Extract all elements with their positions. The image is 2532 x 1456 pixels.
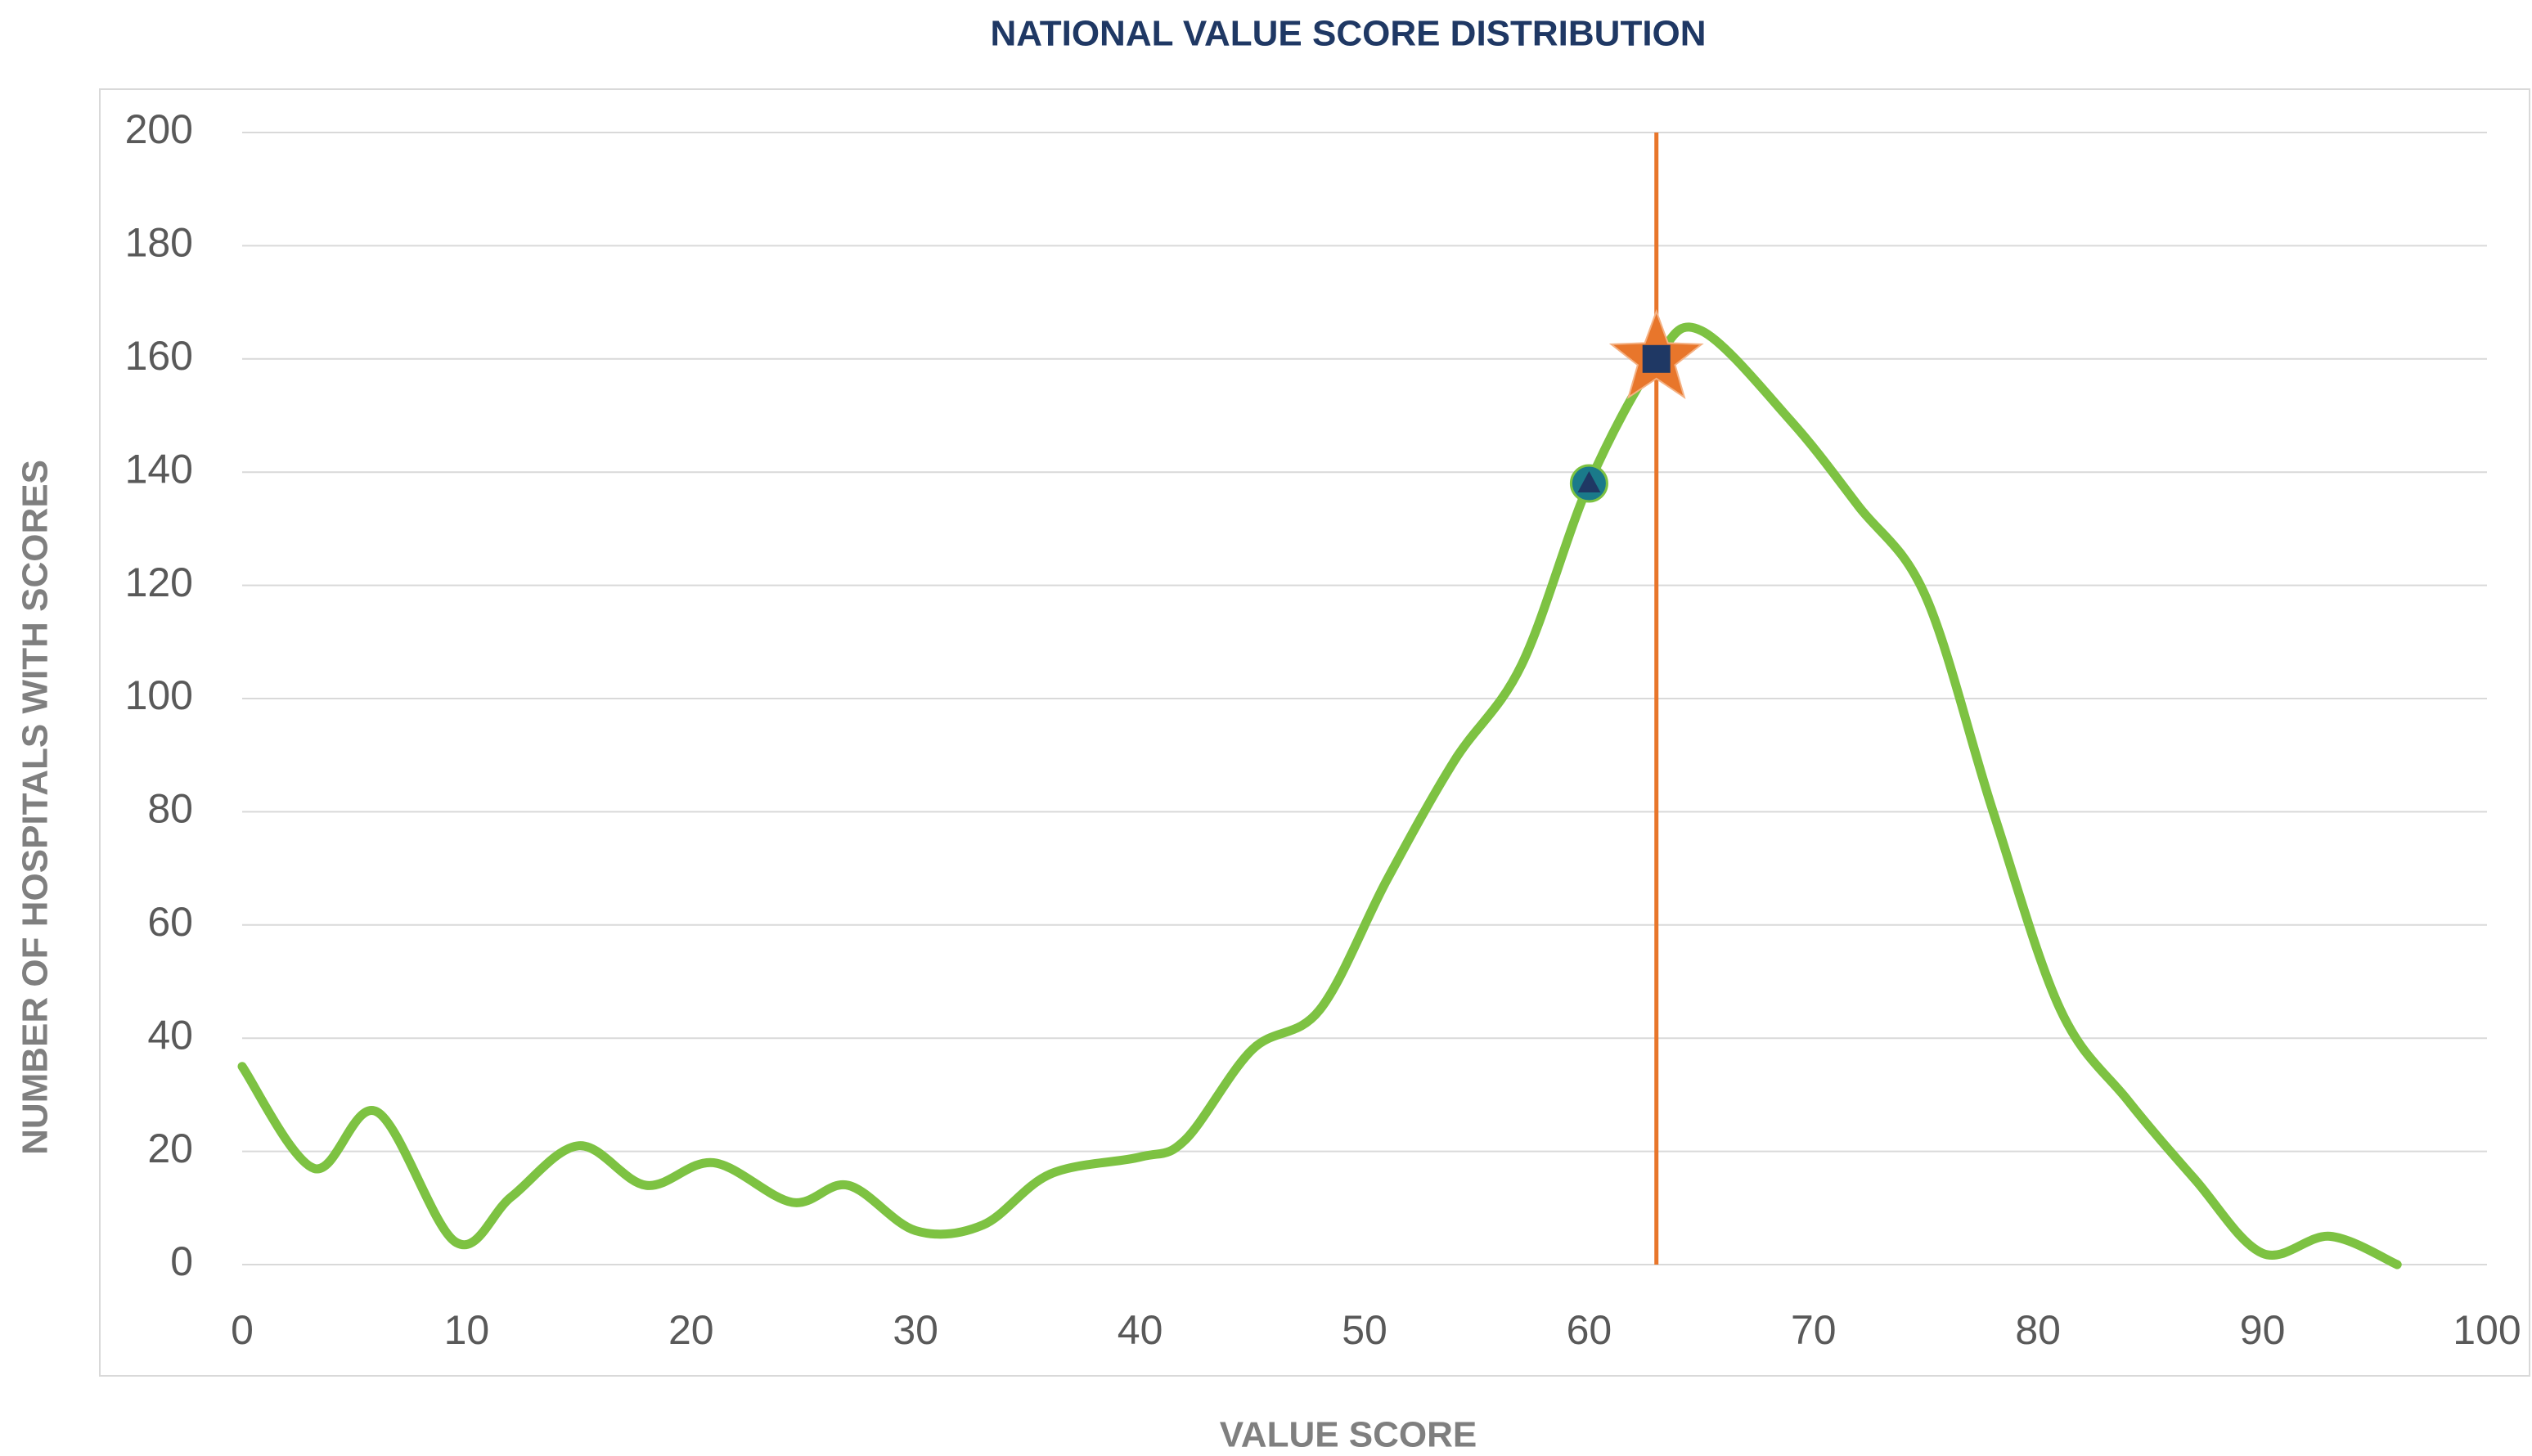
y-tick-label: 60 <box>147 899 193 945</box>
x-tick-label: 90 <box>2240 1307 2286 1353</box>
y-tick-label: 140 <box>125 446 193 492</box>
y-tick-label: 100 <box>125 672 193 718</box>
y-tick-label: 20 <box>147 1126 193 1171</box>
y-axis-label: NUMBER OF HOSPITALS WITH SCORES <box>16 460 56 1155</box>
y-tick-label: 200 <box>125 106 193 152</box>
x-axis-label: VALUE SCORE <box>1220 1415 1477 1455</box>
x-tick-label: 40 <box>1118 1307 1163 1353</box>
y-tick-label: 120 <box>125 559 193 605</box>
x-tick-label: 30 <box>893 1307 938 1353</box>
chart-title: NATIONAL VALUE SCORE DISTRIBUTION <box>990 14 1706 54</box>
x-tick-label: 70 <box>1791 1307 1837 1353</box>
y-tick-label: 40 <box>147 1012 193 1058</box>
y-tick-label: 0 <box>170 1238 193 1284</box>
x-tick-label: 20 <box>668 1307 714 1353</box>
y-tick-label: 80 <box>147 786 193 832</box>
triangle-marker <box>1577 471 1601 493</box>
x-tick-label: 10 <box>444 1307 490 1353</box>
data-line <box>237 322 2402 1270</box>
x-tick-label: 60 <box>1567 1307 1612 1353</box>
square-marker <box>1642 344 1671 373</box>
x-tick-label: 50 <box>1342 1307 1387 1353</box>
plot-frame <box>99 88 2530 1377</box>
x-tick-label: 100 <box>2453 1307 2521 1353</box>
x-tick-label: 0 <box>231 1307 254 1353</box>
y-tick-label: 180 <box>125 220 193 266</box>
y-tick-label: 160 <box>125 333 193 379</box>
x-tick-label: 80 <box>2015 1307 2061 1353</box>
